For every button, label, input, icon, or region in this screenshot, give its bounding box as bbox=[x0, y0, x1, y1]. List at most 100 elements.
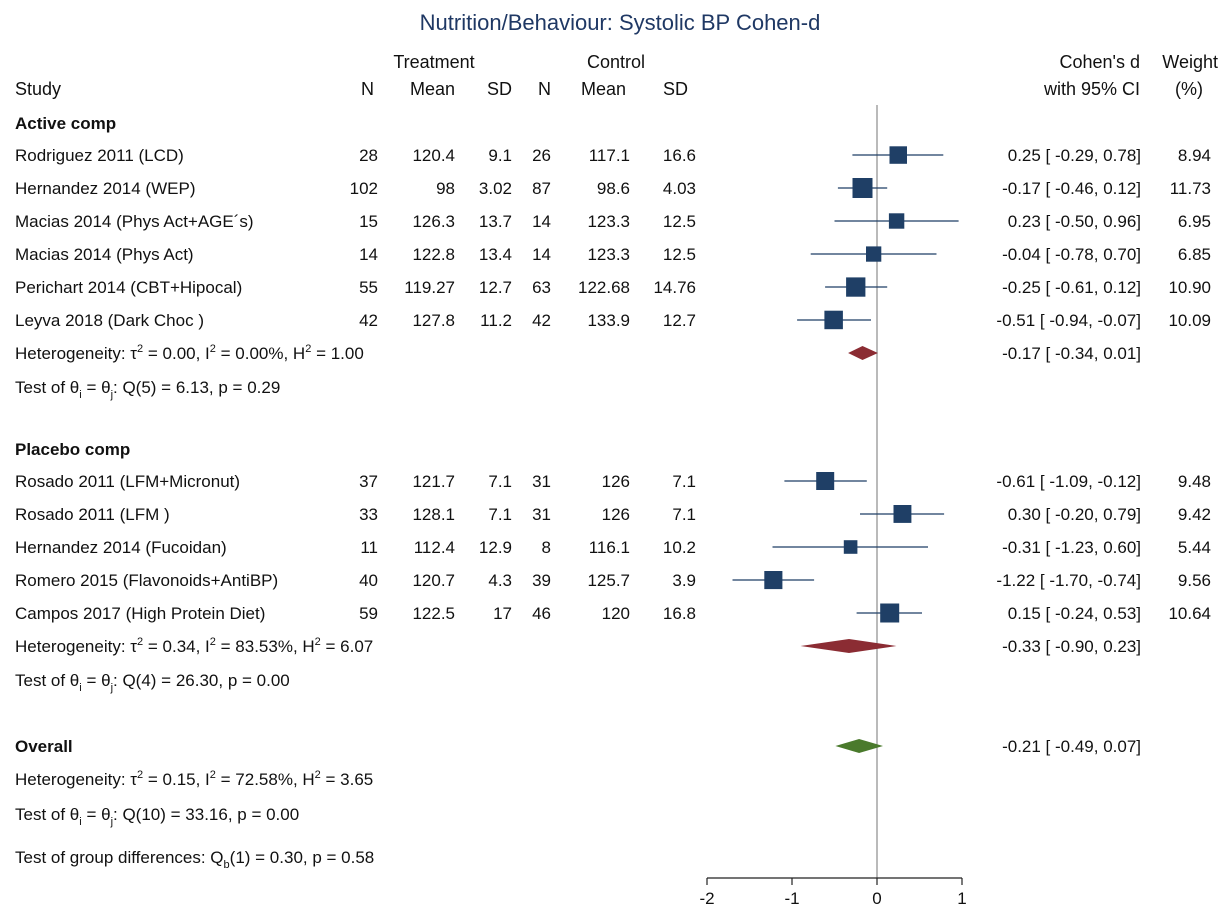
treatment-sd: 13.4 bbox=[479, 245, 512, 264]
weight-header-line1: Weight bbox=[1162, 52, 1218, 72]
group-difference-test: Test of group differences: Qb(1) = 0.30,… bbox=[15, 848, 374, 871]
control-mean: 116.1 bbox=[589, 538, 630, 557]
x-tick-label: -2 bbox=[699, 889, 714, 908]
treatment-n: 11 bbox=[360, 538, 378, 557]
control-n: 87 bbox=[532, 179, 551, 198]
treatment-sd: 12.9 bbox=[479, 538, 512, 557]
control-sd: 14.76 bbox=[653, 278, 696, 297]
x-tick-label: -1 bbox=[784, 889, 799, 908]
study-label: Campos 2017 (High Protein Diet) bbox=[15, 604, 265, 623]
effect-ci-text: -0.25 [ -0.61, 0.12] bbox=[1002, 278, 1141, 297]
control-mean: 123.3 bbox=[587, 212, 630, 231]
treatment-mean: 120.4 bbox=[412, 146, 455, 165]
control-n: 46 bbox=[532, 604, 551, 623]
treatment-mean: 122.5 bbox=[412, 604, 455, 623]
effect-ci-text: 0.30 [ -0.20, 0.79] bbox=[1008, 505, 1141, 524]
control-mean: 133.9 bbox=[587, 311, 630, 330]
effect-marker bbox=[880, 603, 900, 623]
effect-ci-text: 0.23 [ -0.50, 0.96] bbox=[1008, 212, 1141, 231]
effect-header-line1: Cohen's d bbox=[1060, 52, 1141, 72]
weight-value: 10.64 bbox=[1168, 604, 1211, 623]
control-group-header: Control bbox=[587, 52, 645, 72]
treatment-mean: 128.1 bbox=[412, 505, 455, 524]
study-label: Rodriguez 2011 (LCD) bbox=[15, 146, 184, 165]
study-rows: Active comp Rodriguez 2011 (LCD) 28 120.4 9.… bbox=[15, 114, 1211, 871]
overall-heterogeneity-stats: Heterogeneity: τ2 = 0.15, I2 = 72.58%, H… bbox=[15, 769, 373, 789]
chart-title: Nutrition/Behaviour: Systolic BP Cohen-d bbox=[420, 10, 821, 35]
control-mean-header: Mean bbox=[581, 79, 626, 99]
weight-value: 6.85 bbox=[1178, 245, 1211, 264]
control-mean: 123.3 bbox=[587, 245, 630, 264]
treatment-sd: 3.02 bbox=[479, 179, 512, 198]
treatment-mean: 127.8 bbox=[412, 311, 455, 330]
control-sd: 10.2 bbox=[663, 538, 696, 557]
study-label: Perichart 2014 (CBT+Hipocal) bbox=[15, 278, 242, 297]
control-mean: 117.1 bbox=[589, 146, 630, 165]
treatment-mean: 119.27 bbox=[404, 278, 455, 297]
weight-value: 10.09 bbox=[1168, 311, 1211, 330]
control-n: 14 bbox=[532, 212, 551, 231]
treatment-n: 42 bbox=[359, 311, 378, 330]
control-n: 31 bbox=[532, 472, 551, 491]
effect-marker bbox=[764, 571, 783, 590]
control-sd-header: SD bbox=[663, 79, 688, 99]
control-sd: 12.7 bbox=[663, 311, 696, 330]
control-sd: 16.8 bbox=[663, 604, 696, 623]
overall-heterogeneity-test: Test of θi = θj: Q(10) = 33.16, p = 0.00 bbox=[15, 805, 299, 828]
treatment-n: 37 bbox=[359, 472, 378, 491]
effect-marker bbox=[824, 310, 843, 330]
treatment-sd: 7.1 bbox=[488, 505, 512, 524]
treatment-n: 28 bbox=[359, 146, 378, 165]
study-label: Leyva 2018 (Dark Choc ) bbox=[15, 311, 204, 330]
control-mean: 98.6 bbox=[597, 179, 630, 198]
control-sd: 16.6 bbox=[663, 146, 696, 165]
treatment-n: 59 bbox=[359, 604, 378, 623]
control-sd: 4.03 bbox=[663, 179, 696, 198]
control-n: 26 bbox=[532, 146, 551, 165]
study-label: Macias 2014 (Phys Act+AGE´s) bbox=[15, 212, 254, 231]
x-tick-label: 0 bbox=[872, 889, 881, 908]
treatment-n: 55 bbox=[359, 278, 378, 297]
effect-ci-text: -0.61 [ -1.09, -0.12] bbox=[996, 472, 1141, 491]
weight-value: 9.42 bbox=[1178, 505, 1211, 524]
control-mean: 126 bbox=[602, 505, 630, 524]
weight-value: 5.44 bbox=[1178, 538, 1211, 557]
effect-marker bbox=[843, 540, 858, 554]
study-label: Hernandez 2014 (Fucoidan) bbox=[15, 538, 227, 557]
treatment-sd-header: SD bbox=[487, 79, 512, 99]
treatment-n: 15 bbox=[359, 212, 378, 231]
control-n: 39 bbox=[532, 571, 551, 590]
effect-marker bbox=[816, 472, 835, 490]
control-sd: 12.5 bbox=[663, 245, 696, 264]
x-tick-label: 1 bbox=[957, 889, 966, 908]
treatment-sd: 13.7 bbox=[479, 212, 512, 231]
effect-ci-text: -0.31 [ -1.23, 0.60] bbox=[1002, 538, 1141, 557]
study-label: Rosado 2011 (LFM+Micronut) bbox=[15, 472, 240, 491]
control-mean: 120 bbox=[602, 604, 630, 623]
overall-diamond bbox=[835, 739, 883, 753]
effect-marker bbox=[852, 178, 873, 198]
treatment-sd: 9.1 bbox=[488, 146, 512, 165]
effect-marker bbox=[893, 505, 912, 523]
heterogeneity-test: Test of θi = θj: Q(4) = 26.30, p = 0.00 bbox=[15, 671, 290, 694]
control-sd: 7.1 bbox=[672, 472, 696, 491]
control-n: 14 bbox=[532, 245, 551, 264]
overall-effect-text: -0.21 [ -0.49, 0.07] bbox=[1002, 737, 1141, 756]
effect-ci-text: -0.04 [ -0.78, 0.70] bbox=[1002, 245, 1141, 264]
treatment-n: 14 bbox=[359, 245, 378, 264]
subgroup-effect-text: -0.33 [ -0.90, 0.23] bbox=[1002, 637, 1141, 656]
treatment-group-header: Treatment bbox=[393, 52, 474, 72]
heterogeneity-stats: Heterogeneity: τ2 = 0.00, I2 = 0.00%, H2… bbox=[15, 343, 364, 363]
effect-ci-text: -1.22 [ -1.70, -0.74] bbox=[996, 571, 1141, 590]
control-mean: 126 bbox=[602, 472, 630, 491]
treatment-sd: 17 bbox=[493, 604, 512, 623]
control-n-header: N bbox=[538, 79, 551, 99]
subgroup-heading: Placebo comp bbox=[15, 440, 130, 459]
subgroup-effect-text: -0.17 [ -0.34, 0.01] bbox=[1002, 344, 1141, 363]
effect-ci-text: -0.51 [ -0.94, -0.07] bbox=[996, 311, 1141, 330]
treatment-sd: 11.2 bbox=[480, 311, 512, 330]
heterogeneity-test: Test of θi = θj: Q(5) = 6.13, p = 0.29 bbox=[15, 378, 280, 401]
subgroup-heading: Active comp bbox=[15, 114, 116, 133]
control-mean: 122.68 bbox=[578, 278, 630, 297]
